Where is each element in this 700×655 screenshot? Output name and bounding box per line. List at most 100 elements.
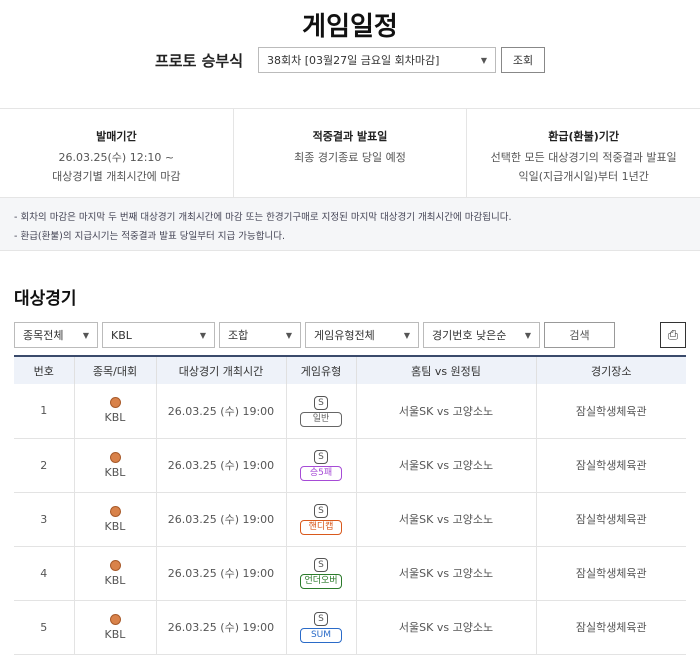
print-icon[interactable]: ⎙ (660, 322, 686, 348)
league-cell: KBL (73, 600, 156, 655)
league-name: KBL (104, 573, 126, 587)
game-type-value: 게임유형전체 (314, 329, 375, 342)
league-name: KBL (104, 465, 126, 479)
league-cell: KBL (73, 384, 156, 439)
info-title: 적중결과 발표일 (312, 130, 388, 143)
game-type-badge: SUM (300, 628, 342, 643)
col-header: 대상경기 개최시간 (155, 355, 286, 384)
row-number: 5 (14, 600, 74, 655)
game-time: 26.03.25 (수) 19:00 (155, 384, 286, 439)
league-cell: KBL (73, 492, 156, 547)
league-name: KBL (104, 411, 126, 425)
row-number: 2 (14, 438, 74, 493)
col-header: 홈팀 vs 원정팀 (355, 355, 536, 384)
table-row[interactable]: 3 KBL 26.03.25 (수) 19:00 S 핸디캡 서울SK vs 고양… (14, 492, 686, 547)
row-number: 4 (14, 546, 74, 601)
sport-value: 종목전체 (23, 329, 64, 342)
section-title: 대상경기 (14, 289, 77, 309)
row-number: 1 (14, 384, 74, 439)
info-line: 익일(지급개시일)부터 1년간 (518, 170, 649, 183)
game-type-badge: 언더오버 (300, 574, 342, 589)
col-header: 게임유형 (285, 355, 356, 384)
note: - 회차의 마감은 마지막 두 번째 대상경기 개최시간에 마감 또는 한경기구… (14, 212, 512, 223)
game-type-cell: S 핸디캡 (285, 492, 356, 547)
game-type-cell: S SUM (285, 600, 356, 655)
info-line: 최종 경기종료 당일 예정 (294, 151, 406, 164)
league-value: KBL (111, 328, 132, 342)
table-row[interactable]: 5 KBL 26.03.25 (수) 19:00 S SUM 서울SK vs 고양… (14, 600, 686, 655)
chevron-down-icon: ▼ (199, 330, 206, 340)
venue: 잠실학생체육관 (535, 438, 686, 493)
chevron-down-icon: ▼ (480, 55, 487, 65)
match: 서울SK vs 고양소노 (355, 384, 536, 439)
venue: 잠실학생체육관 (535, 600, 686, 655)
col-header: 종목/대회 (73, 355, 156, 384)
game-type-cell: S 승5패 (285, 438, 356, 493)
league-name: KBL (104, 519, 126, 533)
league-name: KBL (104, 627, 126, 641)
note: - 환급(환불)의 지급시기는 적중결과 발표 당일부터 지급 가능합니다. (14, 231, 285, 242)
sort-select[interactable]: 경기번호 낮은순 ▼ (423, 322, 540, 348)
match: 서울SK vs 고양소노 (355, 492, 536, 547)
game-type-select[interactable]: 게임유형전체 ▼ (305, 322, 419, 348)
venue: 잠실학생체육관 (535, 384, 686, 439)
table-row[interactable]: 4 KBL 26.03.25 (수) 19:00 S 언더오버 서울SK vs 고… (14, 546, 686, 601)
s-badge-icon: S (314, 558, 328, 572)
chevron-down-icon: ▼ (403, 330, 410, 340)
info-line: 대상경기별 개최시간에 마감 (52, 170, 181, 183)
basketball-icon (109, 451, 121, 463)
game-type-badge: 핸디캡 (300, 520, 342, 535)
game-time: 26.03.25 (수) 19:00 (155, 492, 286, 547)
col-header: 경기장소 (535, 355, 686, 384)
sport-select[interactable]: 종목전체 ▼ (14, 322, 98, 348)
chevron-down-icon: ▼ (82, 330, 89, 340)
search-button[interactable]: 검색 (544, 322, 615, 348)
league-cell: KBL (73, 546, 156, 601)
match: 서울SK vs 고양소노 (355, 546, 536, 601)
league-cell: KBL (73, 438, 156, 493)
league-select[interactable]: KBL ▼ (102, 322, 215, 348)
game-type-cell: S 일반 (285, 384, 356, 439)
round-select[interactable]: 38회차 [03월27일 금요일 회차마감] ▼ (258, 47, 496, 73)
round-value: 38회차 [03월27일 금요일 회차마감] (267, 54, 440, 67)
game-type-badge: 일반 (300, 411, 342, 427)
table-row[interactable]: 1 KBL 26.03.25 (수) 19:00 S 일반 서울SK vs 고양소… (14, 384, 686, 439)
basketball-icon (109, 505, 121, 517)
venue: 잠실학생체육관 (535, 492, 686, 547)
match: 서울SK vs 고양소노 (355, 600, 536, 655)
page-title: 게임일정 (302, 12, 398, 42)
info-line: 26.03.25(수) 12:10 ~ (58, 151, 175, 164)
basketball-icon (109, 613, 121, 625)
combo-value: 조합 (228, 329, 249, 342)
game-time: 26.03.25 (수) 19:00 (155, 600, 286, 655)
table-row[interactable]: 2 KBL 26.03.25 (수) 19:00 S 승5패 서울SK vs 고양… (14, 438, 686, 493)
chevron-down-icon: ▼ (285, 330, 292, 340)
combo-select[interactable]: 조합 ▼ (219, 322, 301, 348)
game-type-cell: S 언더오버 (285, 546, 356, 601)
games-table: 번호 종목/대회 대상경기 개최시간 게임유형 홈팀 vs 원정팀 경기장소 1… (14, 355, 686, 655)
chevron-down-icon: ▼ (524, 330, 531, 340)
info-title: 환급(환불)기간 (548, 130, 620, 143)
info-sales-period: 발매기간 26.03.25(수) 12:10 ~ 대상경기별 개최시간에 마감 (0, 109, 234, 197)
game-time: 26.03.25 (수) 19:00 (155, 546, 286, 601)
notes: - 회차의 마감은 마지막 두 번째 대상경기 개최시간에 마감 또는 한경기구… (0, 197, 700, 251)
round-label: 프로토 승부식 (155, 52, 244, 70)
sort-value: 경기번호 낮은순 (432, 329, 507, 342)
row-number: 3 (14, 492, 74, 547)
venue: 잠실학생체육관 (535, 546, 686, 601)
info-title: 발매기간 (96, 130, 137, 143)
col-header: 번호 (14, 355, 74, 384)
match: 서울SK vs 고양소노 (355, 438, 536, 493)
s-badge-icon: S (314, 450, 328, 464)
game-type-badge: 승5패 (300, 466, 342, 481)
game-time: 26.03.25 (수) 19:00 (155, 438, 286, 493)
basketball-icon (109, 397, 121, 409)
s-badge-icon: S (314, 612, 328, 626)
lookup-button[interactable]: 조회 (501, 47, 545, 73)
s-badge-icon: S (314, 504, 328, 518)
info-line: 선택한 모든 대상경기의 적중결과 발표일 (490, 151, 677, 164)
basketball-icon (109, 559, 121, 571)
info-panel: 발매기간 26.03.25(수) 12:10 ~ 대상경기별 개최시간에 마감 적중… (0, 108, 700, 197)
